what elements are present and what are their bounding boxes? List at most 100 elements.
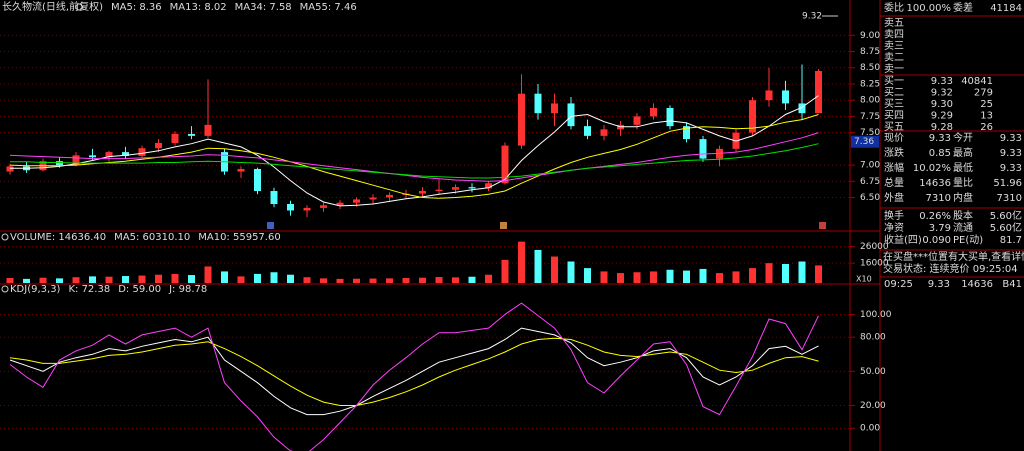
volume-bar <box>237 276 245 283</box>
volume-bar <box>122 276 129 283</box>
volume-bar <box>138 275 146 283</box>
legend-entry: MA34: 7.58 <box>235 2 292 13</box>
candle-body <box>468 187 476 189</box>
y-tick-label: 7.00 <box>860 161 880 171</box>
candle-body <box>386 194 393 198</box>
legend-entry: D: 59.00 <box>118 284 161 295</box>
candle-body <box>105 152 113 158</box>
y-tick-label: 80.00 <box>860 333 886 343</box>
candle-body <box>501 145 509 184</box>
bid-volume: 26 <box>980 122 993 133</box>
bid-volume: 279 <box>974 88 993 99</box>
candle-body <box>518 93 525 146</box>
candle-body <box>369 197 377 200</box>
field-label: 收益(四) <box>884 233 922 246</box>
candle-body <box>815 70 822 114</box>
volume-bar <box>650 271 657 283</box>
price-marker <box>851 135 879 148</box>
volume-bar <box>105 276 113 283</box>
field-label: 卖五 <box>884 17 904 29</box>
candle-body <box>204 124 212 136</box>
field-value: 9.33 <box>1000 163 1022 174</box>
y-tick-label: 0.00 <box>860 424 880 434</box>
legend-entry: MA13: 8.02 <box>170 2 227 13</box>
candle-body <box>287 203 294 211</box>
volume-bar <box>303 277 311 283</box>
candle-body <box>782 90 789 104</box>
volume-bar <box>188 275 195 283</box>
field-label: 外盘 <box>884 191 904 204</box>
settings-icon[interactable] <box>1 233 9 241</box>
notice: 交易状态: 连续竞价 09:25:04 <box>883 262 1018 275</box>
volume-bar <box>666 269 674 283</box>
volume-bar <box>485 274 492 283</box>
volume-bar <box>699 268 707 283</box>
candle-body <box>254 168 261 192</box>
candle-body <box>320 205 327 208</box>
indicator-line <box>9 302 819 451</box>
candle-body <box>633 116 641 125</box>
notice: 在买盘***位置有大买单,查看详情 <box>883 250 1024 263</box>
candle-body <box>699 139 707 159</box>
legend-entry: J: 98.78 <box>168 284 207 295</box>
volume-bar <box>501 259 509 283</box>
price-marker-label: 7.36 <box>854 137 874 147</box>
candle-body <box>237 168 245 172</box>
event-icon[interactable] <box>819 222 826 229</box>
indicator-line <box>9 114 819 199</box>
candle-body <box>270 191 278 204</box>
volume-bar <box>23 278 30 283</box>
y-tick-label: 100.00 <box>860 310 892 320</box>
volume-bar <box>798 261 806 283</box>
annotation: 9.32 <box>802 12 822 22</box>
candle-body <box>798 103 806 114</box>
volume-bar <box>600 271 608 283</box>
event-icon[interactable] <box>267 222 274 229</box>
indicator-line <box>10 143 819 179</box>
legend-entry: MA5: 8.36 <box>111 2 162 13</box>
settings-icon[interactable] <box>75 3 83 11</box>
candle-body <box>485 183 492 189</box>
field-label: 买四 <box>884 110 904 122</box>
candle-body <box>584 126 591 136</box>
volume-bar <box>749 268 756 283</box>
candle-body <box>600 129 608 136</box>
volume-bar <box>452 277 459 283</box>
field-label: 卖三 <box>884 40 904 52</box>
volume-bar <box>56 278 63 283</box>
field-label: 卖四 <box>884 29 904 41</box>
volume-bar <box>204 266 212 283</box>
event-icon[interactable] <box>500 222 507 229</box>
volume-bar <box>683 270 690 283</box>
volume-bar <box>518 241 525 283</box>
field-value: 100.00% <box>907 3 952 14</box>
candle-body <box>452 187 459 190</box>
y-tick-label: 8.50 <box>860 63 880 73</box>
volume-bar <box>221 271 228 283</box>
y-tick-label: 9.00 <box>860 31 880 41</box>
field-label: 最高 <box>953 146 973 159</box>
settings-icon[interactable] <box>1 285 9 293</box>
volume-bar <box>567 261 575 283</box>
y-tick-label: 7.75 <box>860 112 880 122</box>
field-value: 0.090 <box>922 235 951 246</box>
field-value: 7310 <box>926 193 951 204</box>
bid-price: 9.33 <box>931 76 953 87</box>
volume-bar <box>72 277 80 283</box>
candle-body <box>56 161 63 166</box>
field-label: 股本 <box>953 209 973 222</box>
chart-title: VOLUME: 14636.40 <box>10 232 106 243</box>
field-label: 买二 <box>884 87 904 99</box>
field-label: 卖一 <box>884 63 904 75</box>
volume-bar <box>732 271 740 283</box>
candle-body <box>155 143 162 149</box>
field-label: 涨跌 <box>884 146 904 159</box>
volume-bar <box>584 268 591 283</box>
bid-price: 9.30 <box>931 99 953 110</box>
trade-volume: 14636 <box>961 279 993 290</box>
field-label: 量比 <box>953 177 973 189</box>
candle-body <box>435 189 443 192</box>
volume-bar <box>716 273 723 283</box>
field-label: 流通 <box>953 221 973 234</box>
